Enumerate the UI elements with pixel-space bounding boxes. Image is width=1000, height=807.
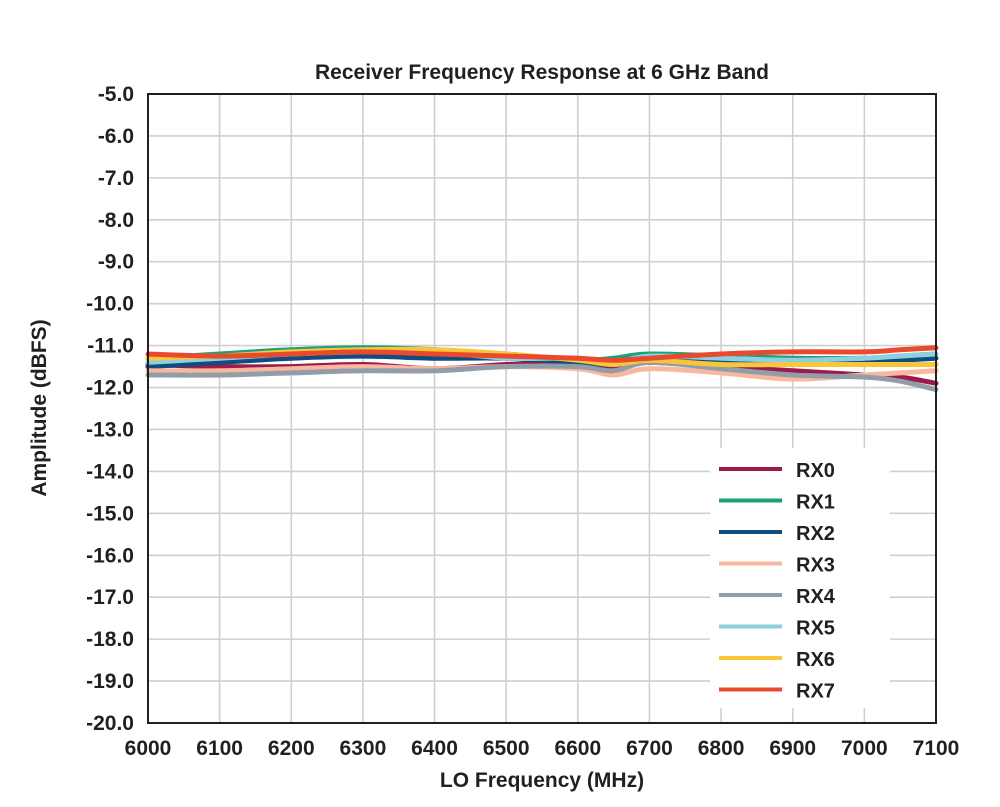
plot-frame xyxy=(147,93,937,724)
legend-label-rx3: RX3 xyxy=(796,555,835,577)
y-tick-label: -19.0 xyxy=(86,670,134,693)
legend-label-rx1: RX1 xyxy=(796,492,835,514)
x-tick-label: 6400 xyxy=(411,737,458,760)
y-tick-label: -11.0 xyxy=(87,335,134,358)
legend-label-rx4: RX4 xyxy=(796,586,836,608)
y-tick-label: -8.0 xyxy=(98,209,134,232)
y-axis-ticks: -5.0 -6.0 -7.0 -8.0 -9.0 -10.0 -11.0 -12.0 -13.0… xyxy=(86,83,134,735)
y-tick-label: -17.0 xyxy=(86,586,134,609)
x-tick-label: 6000 xyxy=(125,737,172,760)
x-axis-label: LO Frequency (MHz) xyxy=(440,769,644,792)
series-line-rx7 xyxy=(145,345,939,363)
chart-title: Receiver Frequency Response at 6 GHz Ban… xyxy=(315,61,769,84)
y-tick-label: -10.0 xyxy=(86,293,134,316)
x-tick-label: 7000 xyxy=(841,737,888,760)
y-tick-label: -13.0 xyxy=(86,418,134,441)
x-axis-ticks: 6000 6100 6200 6300 6400 6500 6600 6700 6800 6900… xyxy=(125,737,960,760)
y-tick-label: -9.0 xyxy=(98,251,134,274)
legend-label-rx0: RX0 xyxy=(796,460,835,482)
y-tick-label: -16.0 xyxy=(86,544,134,567)
legend-label-rx5: RX5 xyxy=(796,618,835,640)
y-tick-label: -15.0 xyxy=(86,502,134,525)
y-tick-label: -6.0 xyxy=(98,125,134,148)
x-tick-label: 6800 xyxy=(698,737,745,760)
y-tick-label: -12.0 xyxy=(86,377,134,400)
legend-label-rx7: RX7 xyxy=(796,681,835,703)
x-tick-label: 6200 xyxy=(268,737,315,760)
legend: RX0 RX1 RX2 RX3 RX4 RX5 RX6 RX7 xyxy=(710,448,890,708)
x-tick-label: 6600 xyxy=(554,737,601,760)
y-tick-label: -14.0 xyxy=(86,460,134,483)
x-tick-label: 7100 xyxy=(913,737,960,760)
series-layer xyxy=(145,345,939,393)
x-tick-label: 6300 xyxy=(340,737,387,760)
x-tick-label: 6100 xyxy=(196,737,243,760)
legend-label-rx6: RX6 xyxy=(796,649,835,671)
y-tick-label: -20.0 xyxy=(86,712,134,735)
x-tick-label: 6500 xyxy=(483,737,530,760)
y-tick-label: -18.0 xyxy=(86,628,134,651)
legend-label-rx2: RX2 xyxy=(796,523,835,545)
series-line-rx4 xyxy=(145,359,939,393)
x-tick-label: 6900 xyxy=(769,737,816,760)
y-axis-label: Amplitude (dBFS) xyxy=(28,319,51,496)
y-tick-label: -7.0 xyxy=(98,167,134,190)
x-tick-label: 6700 xyxy=(626,737,673,760)
y-tick-label: -5.0 xyxy=(98,83,134,106)
legend-background xyxy=(710,448,890,708)
